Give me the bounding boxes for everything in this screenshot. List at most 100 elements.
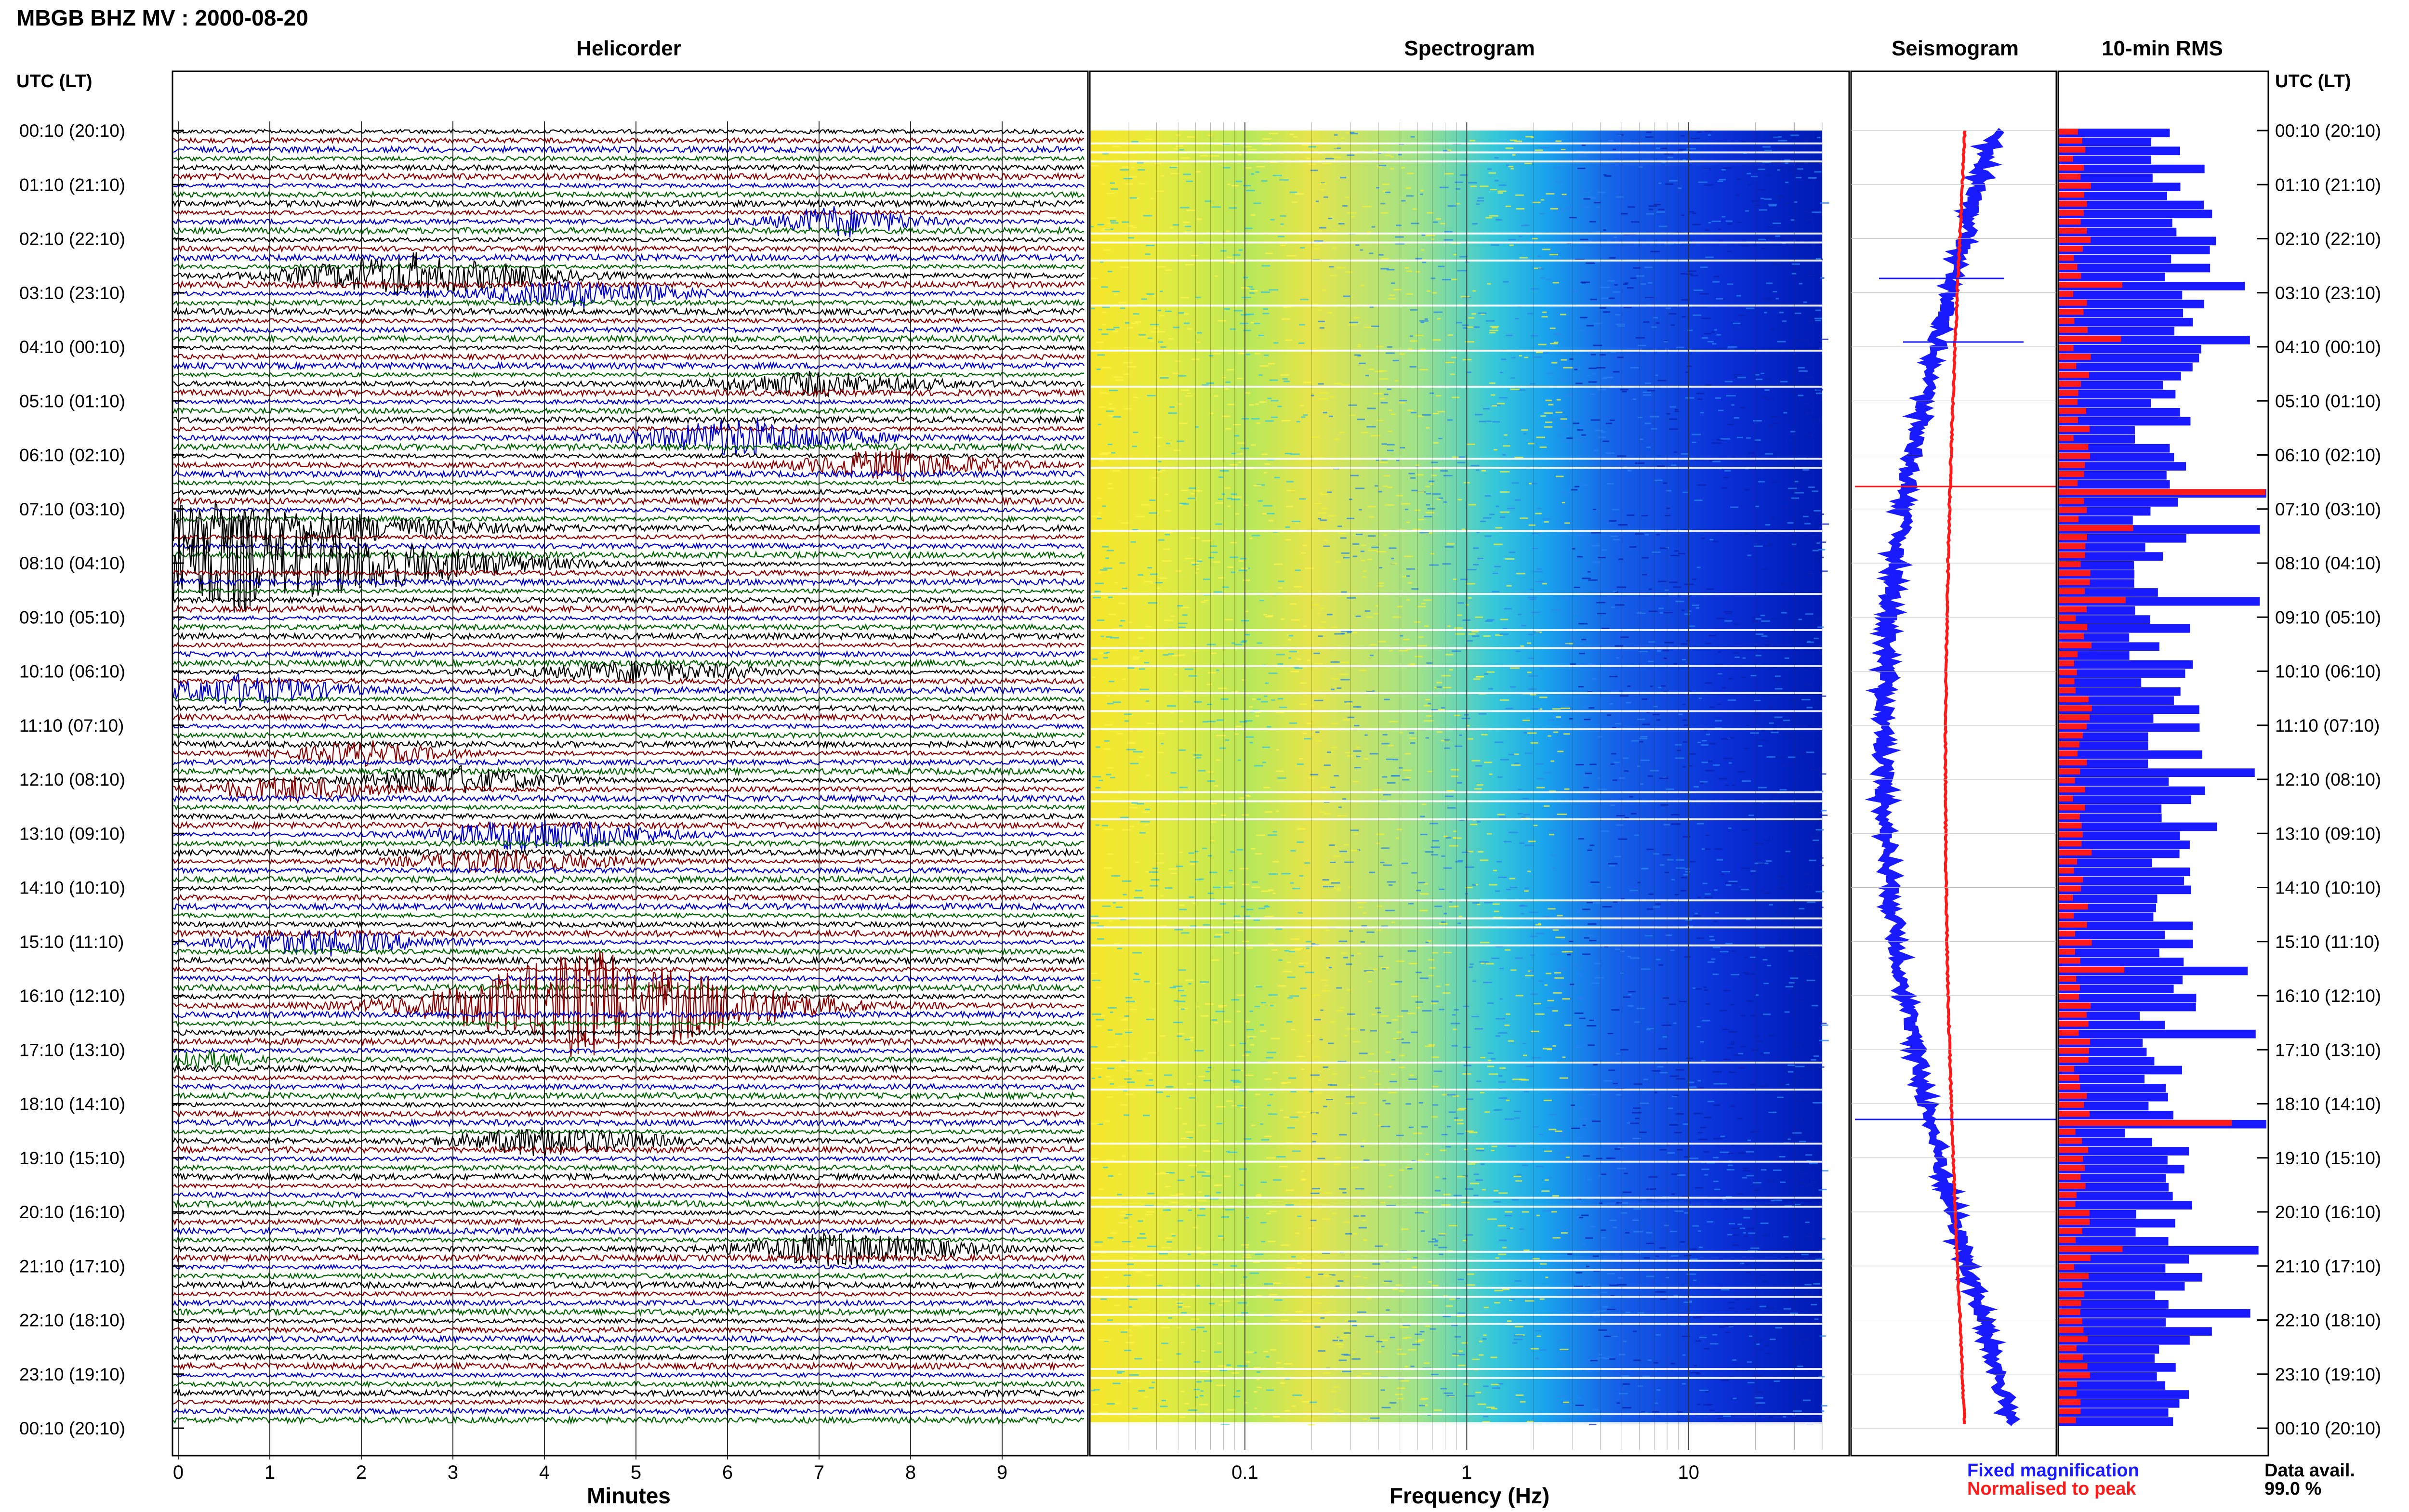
spectrogram-speckle (1166, 1209, 1171, 1211)
spectrogram-speckle (1714, 664, 1723, 666)
spectrogram-speckle (1615, 645, 1623, 647)
spectrogram-speckle (1493, 1190, 1498, 1192)
spectrogram-speckle (1656, 534, 1660, 536)
spectrogram-speckle (1644, 1257, 1650, 1259)
spectrogram-speckle (1312, 1141, 1316, 1143)
spectrogram-speckle (1779, 1156, 1786, 1157)
spectrogram-speckle (1473, 547, 1479, 549)
spectrogram-speckle (1613, 539, 1620, 540)
spectrogram-speckle (1307, 659, 1310, 661)
spectrogram-speckle (1446, 1394, 1455, 1396)
spectrogram-speckle (1583, 192, 1589, 194)
spectrogram-speckle (1390, 1073, 1396, 1075)
spectrogram-speckle (1122, 880, 1132, 882)
spectrogram-speckle (1164, 1074, 1172, 1076)
spectrogram-speckle (1431, 238, 1434, 240)
spectrogram-speckle (1489, 773, 1493, 775)
spectrogram-speckle (1818, 1376, 1825, 1378)
spectrogram-speckle (1409, 366, 1416, 368)
spectrogram-speckle (1397, 828, 1403, 830)
spectrogram-speckle (1584, 775, 1588, 777)
spectrogram-speckle (1564, 522, 1570, 524)
spectrogram-speckle (1813, 637, 1819, 639)
helicorder-trace (173, 1226, 1085, 1236)
time-label-right: 12:10 (08:10) (2275, 770, 2381, 789)
spectrogram-speckle (1615, 314, 1620, 316)
spectrogram-speckle (1821, 810, 1827, 812)
spectrogram-speckle (1399, 402, 1405, 404)
spectrogram-speckle (1308, 1227, 1315, 1229)
spectrogram-speckle (1562, 1056, 1566, 1058)
rms-bar-normalised (2058, 282, 2122, 288)
spectrogram-speckle (1616, 815, 1625, 816)
spectrogram-speckle (1492, 1387, 1500, 1389)
spectrogram-speckle (1432, 1104, 1438, 1106)
spectrogram-speckle (1229, 207, 1237, 209)
spectrogram-speckle (1247, 567, 1250, 569)
spectrogram-speckle (1670, 814, 1680, 815)
spectrogram-speckle (1620, 1049, 1629, 1051)
spectrogram-speckle (1369, 516, 1375, 518)
spectrogram-speckle (1705, 384, 1712, 386)
spectrogram-speckle (1575, 1272, 1583, 1274)
helicorder-trace (172, 569, 1085, 578)
spectrogram-speckle (1112, 145, 1120, 147)
spectrogram-speckle (1102, 546, 1109, 548)
spectrogram-speckle (1225, 381, 1231, 383)
spectrogram-speckle (1732, 882, 1738, 884)
spectrogram-speckle (1540, 199, 1545, 201)
spectrogram-speckle (1675, 744, 1682, 746)
helicorder-trace (173, 1307, 1085, 1317)
spectrogram-speckle (1742, 1177, 1747, 1179)
spectrogram-speckle (1301, 1170, 1305, 1172)
spectrogram-speckle (1410, 335, 1413, 337)
spectrogram-speckle (1173, 327, 1180, 329)
spectrogram-speckle (1812, 550, 1819, 552)
spectrogram-speckle (1821, 1024, 1828, 1026)
spectrogram-speckle (1451, 356, 1457, 358)
spectrogram-speckle (1125, 1093, 1134, 1095)
spectrogram-speckle (1393, 289, 1402, 290)
spectrogram-speckle (1106, 192, 1114, 194)
spectrogram-speckle (1766, 174, 1772, 176)
spectrogram-speckle (1666, 413, 1670, 415)
spectrogram-speckle (1651, 428, 1657, 430)
spectrogram-speckle (1797, 168, 1803, 170)
rms-bar-normalised (2058, 633, 2084, 640)
spectrogram-speckle (1299, 875, 1304, 877)
spectrogram-speckle (1303, 381, 1312, 383)
spectrogram-speckle (1795, 754, 1804, 756)
spectrogram-speckle (1655, 1334, 1661, 1336)
spectrogram-speckle (1781, 920, 1785, 922)
spectrogram-speckle (1724, 611, 1733, 613)
spectrogram-speckle (1145, 1085, 1154, 1087)
spectrogram-speckle (1431, 854, 1438, 856)
spectrogram-heatmap (1090, 131, 1822, 1424)
spectrogram-speckle (1155, 853, 1164, 855)
spectrogram-speckle (1810, 769, 1820, 771)
spectrogram-speckle (1262, 762, 1266, 763)
spectrogram-speckle (1246, 908, 1253, 910)
spectrogram-speckle (1318, 383, 1324, 385)
spectrogram-speckle (1500, 491, 1510, 493)
spectrogram-speckle (1561, 197, 1568, 199)
spectrogram-speckle (1168, 412, 1178, 414)
spectrogram-speckle (1544, 426, 1553, 428)
spectrogram-speckle (1622, 757, 1629, 759)
spectrogram-speckle (1559, 131, 1562, 133)
spectrogram-speckle (1256, 1295, 1262, 1297)
spectrogram-speckle (1502, 454, 1506, 456)
spectrogram-speckle (1100, 635, 1105, 637)
spectrogram-speckle (1611, 753, 1616, 755)
spectrogram-speckle (1800, 1267, 1803, 1269)
spectrogram-speckle (1779, 312, 1784, 314)
spectrogram-speckle (1800, 751, 1807, 753)
spectrogram-speckle (1155, 1173, 1163, 1175)
spectrogram-speckle (1530, 383, 1536, 385)
spectrogram-speckle (1494, 1302, 1500, 1304)
spectrogram-speckle (1093, 1245, 1102, 1247)
helicorder-trace (173, 731, 1085, 739)
helicorder-trace (173, 415, 1085, 425)
spectrogram-speckle (1280, 1382, 1285, 1384)
spectrogram-speckle (1489, 329, 1498, 331)
